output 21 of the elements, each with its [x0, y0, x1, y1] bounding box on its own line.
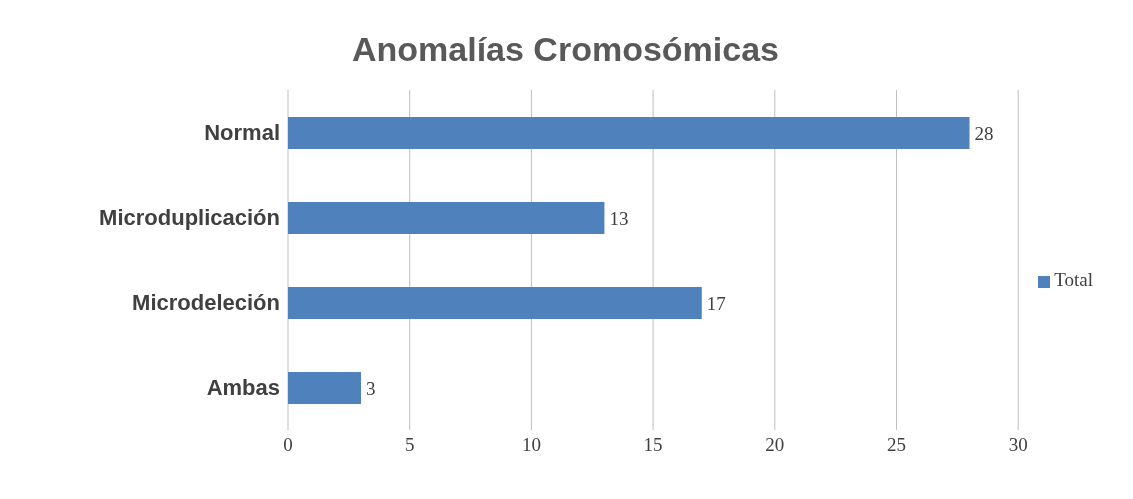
x-tick-label: 30: [1008, 434, 1028, 456]
chart-title: Anomalías Cromosómicas: [351, 30, 780, 70]
x-tick-label: 15: [643, 434, 663, 456]
x-tick-label: 5: [404, 434, 415, 456]
data-label: 17: [706, 292, 726, 314]
data-label: 3: [366, 377, 376, 399]
x-tick-label: 20: [765, 434, 785, 456]
x-tick-label: 25: [887, 434, 907, 456]
data-label: 28: [974, 122, 994, 144]
x-tick-label: 10: [521, 434, 541, 456]
bar: [288, 287, 702, 319]
y-tick-label: Ambas: [206, 375, 280, 401]
legend-label: Total: [1054, 269, 1093, 290]
x-tick-label: 0: [283, 434, 293, 456]
y-tick-label: Microdeleción: [132, 290, 280, 316]
bar: [288, 372, 362, 404]
y-tick-label: Microduplicación: [99, 205, 280, 231]
y-tick-label: Normal: [204, 120, 280, 146]
data-label: 13: [609, 207, 629, 229]
bar: [288, 117, 970, 149]
bar: [288, 202, 605, 234]
